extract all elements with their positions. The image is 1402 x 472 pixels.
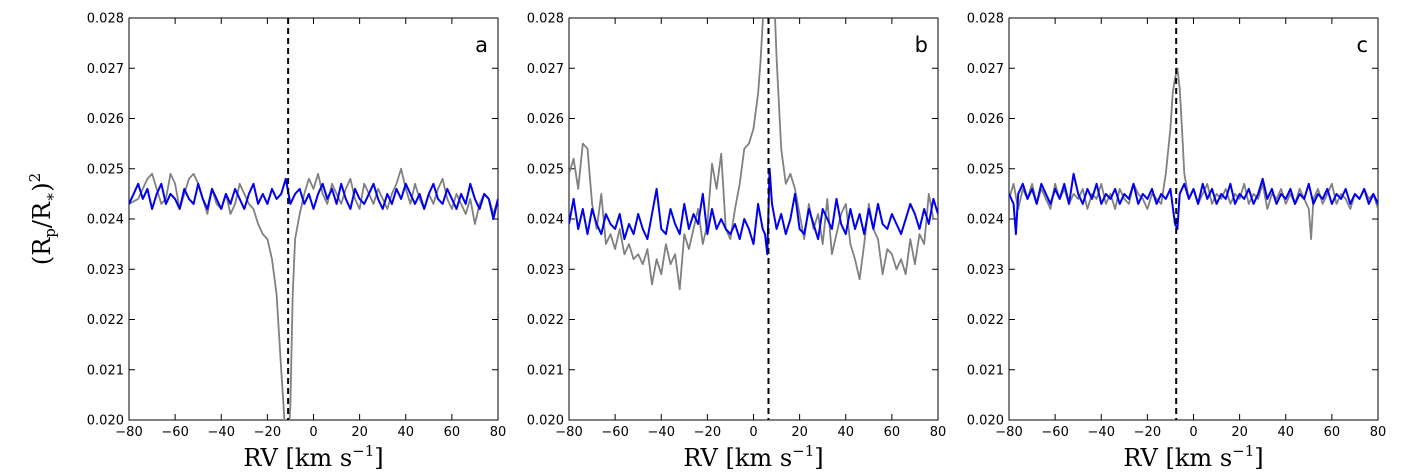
x-tick-label: −40 [648, 425, 675, 440]
series-line-blue [1009, 172, 1378, 236]
x-tick-label: −60 [1041, 425, 1068, 440]
y-tick-label: 0.028 [87, 12, 124, 27]
x-tick-label: −80 [995, 425, 1022, 440]
plot-frame [568, 17, 939, 421]
x-tick-label: 20 [791, 425, 808, 440]
series-line-blue [129, 177, 498, 220]
y-tick-label: 0.026 [967, 112, 1004, 127]
x-tick-label: 0 [749, 425, 757, 440]
x-tick-label: 80 [1370, 425, 1387, 440]
y-tick-label: 0.020 [967, 414, 1004, 429]
y-tick-label: 0.024 [967, 213, 1004, 228]
x-tick-label: 40 [837, 425, 854, 440]
y-tick-label: 0.028 [967, 12, 1004, 27]
x-tick-label: −80 [555, 425, 582, 440]
x-tick-label: 60 [444, 425, 461, 440]
x-axis-title: RV [km s−1] [243, 442, 383, 472]
x-tick-label: −80 [115, 425, 142, 440]
x-tick-label: 80 [930, 425, 947, 440]
y-tick-label: 0.027 [967, 62, 1004, 77]
y-tick-label: 0.025 [87, 162, 124, 177]
y-tick-label: 0.021 [87, 363, 124, 378]
y-tick-label: 0.023 [87, 263, 124, 278]
panel-label: c [1356, 33, 1368, 57]
panel-label: b [915, 33, 928, 57]
x-tick-label: 40 [397, 425, 414, 440]
y-tick-label: 0.025 [527, 162, 564, 177]
series-line-blue [569, 167, 938, 256]
y-tick-label: 0.026 [527, 112, 564, 127]
y-tick-label: 0.023 [967, 263, 1004, 278]
x-tick-label: 0 [309, 425, 317, 440]
panel-b: −80 −60 −40 −20 0 20 40 60 80 0.020 0.021 0.022 0.02… [527, 12, 947, 472]
x-tick-label: 60 [1324, 425, 1341, 440]
panel-a: −80 −60 −40 −20 0 20 40 60 80 0.020 0.021 0.022 0.02… [87, 12, 506, 472]
x-tick-label: −60 [161, 425, 188, 440]
x-tick-label: 20 [351, 425, 368, 440]
x-tick-label: −60 [601, 425, 628, 440]
x-axis-title: RV [km s−1] [1123, 442, 1263, 472]
y-tick-label: 0.024 [527, 213, 564, 228]
y-tick-label: 0.024 [87, 213, 124, 228]
x-tick-label: −20 [254, 425, 281, 440]
y-tick-label: 0.022 [967, 313, 1004, 328]
y-tick-label: 0.020 [527, 414, 564, 429]
y-axis-label: (Rp/R∗)2 [26, 173, 59, 265]
x-tick-label: 80 [490, 425, 507, 440]
x-tick-label: −20 [1134, 425, 1161, 440]
y-tick-label: 0.027 [87, 62, 124, 77]
y-tick-label: 0.021 [967, 363, 1004, 378]
y-tick-label: 0.027 [527, 62, 564, 77]
y-tick-label: 0.022 [527, 313, 564, 328]
panels: −80 −60 −40 −20 0 20 40 60 80 0.020 0.021 0.022 0.02… [87, 12, 1386, 472]
y-tick-label: 0.028 [527, 12, 564, 27]
x-axis-title: RV [km s−1] [683, 442, 823, 472]
series-line-gray [129, 167, 498, 420]
y-tick-label: 0.020 [87, 414, 124, 429]
x-tick-label: 60 [884, 425, 901, 440]
x-tick-label: 0 [1189, 425, 1197, 440]
y-tick-label: 0.026 [87, 112, 124, 127]
panel-label: a [475, 33, 488, 57]
x-tick-label: −40 [1088, 425, 1115, 440]
x-tick-label: 40 [1277, 425, 1294, 440]
y-tick-label: 0.022 [87, 313, 124, 328]
x-tick-label: 20 [1231, 425, 1248, 440]
x-tick-label: −20 [694, 425, 721, 440]
y-tick-label: 0.025 [967, 162, 1004, 177]
x-tick-label: −40 [208, 425, 235, 440]
panel-c: −80 −60 −40 −20 0 20 40 60 80 0.020 0.021 0.022 0.02… [967, 12, 1386, 472]
plot-frame [128, 17, 499, 421]
y-axis-title: (Rp/R∗)2 [26, 173, 59, 265]
y-tick-label: 0.021 [527, 363, 564, 378]
plot-frame [1008, 17, 1379, 421]
y-tick-label: 0.023 [527, 263, 564, 278]
